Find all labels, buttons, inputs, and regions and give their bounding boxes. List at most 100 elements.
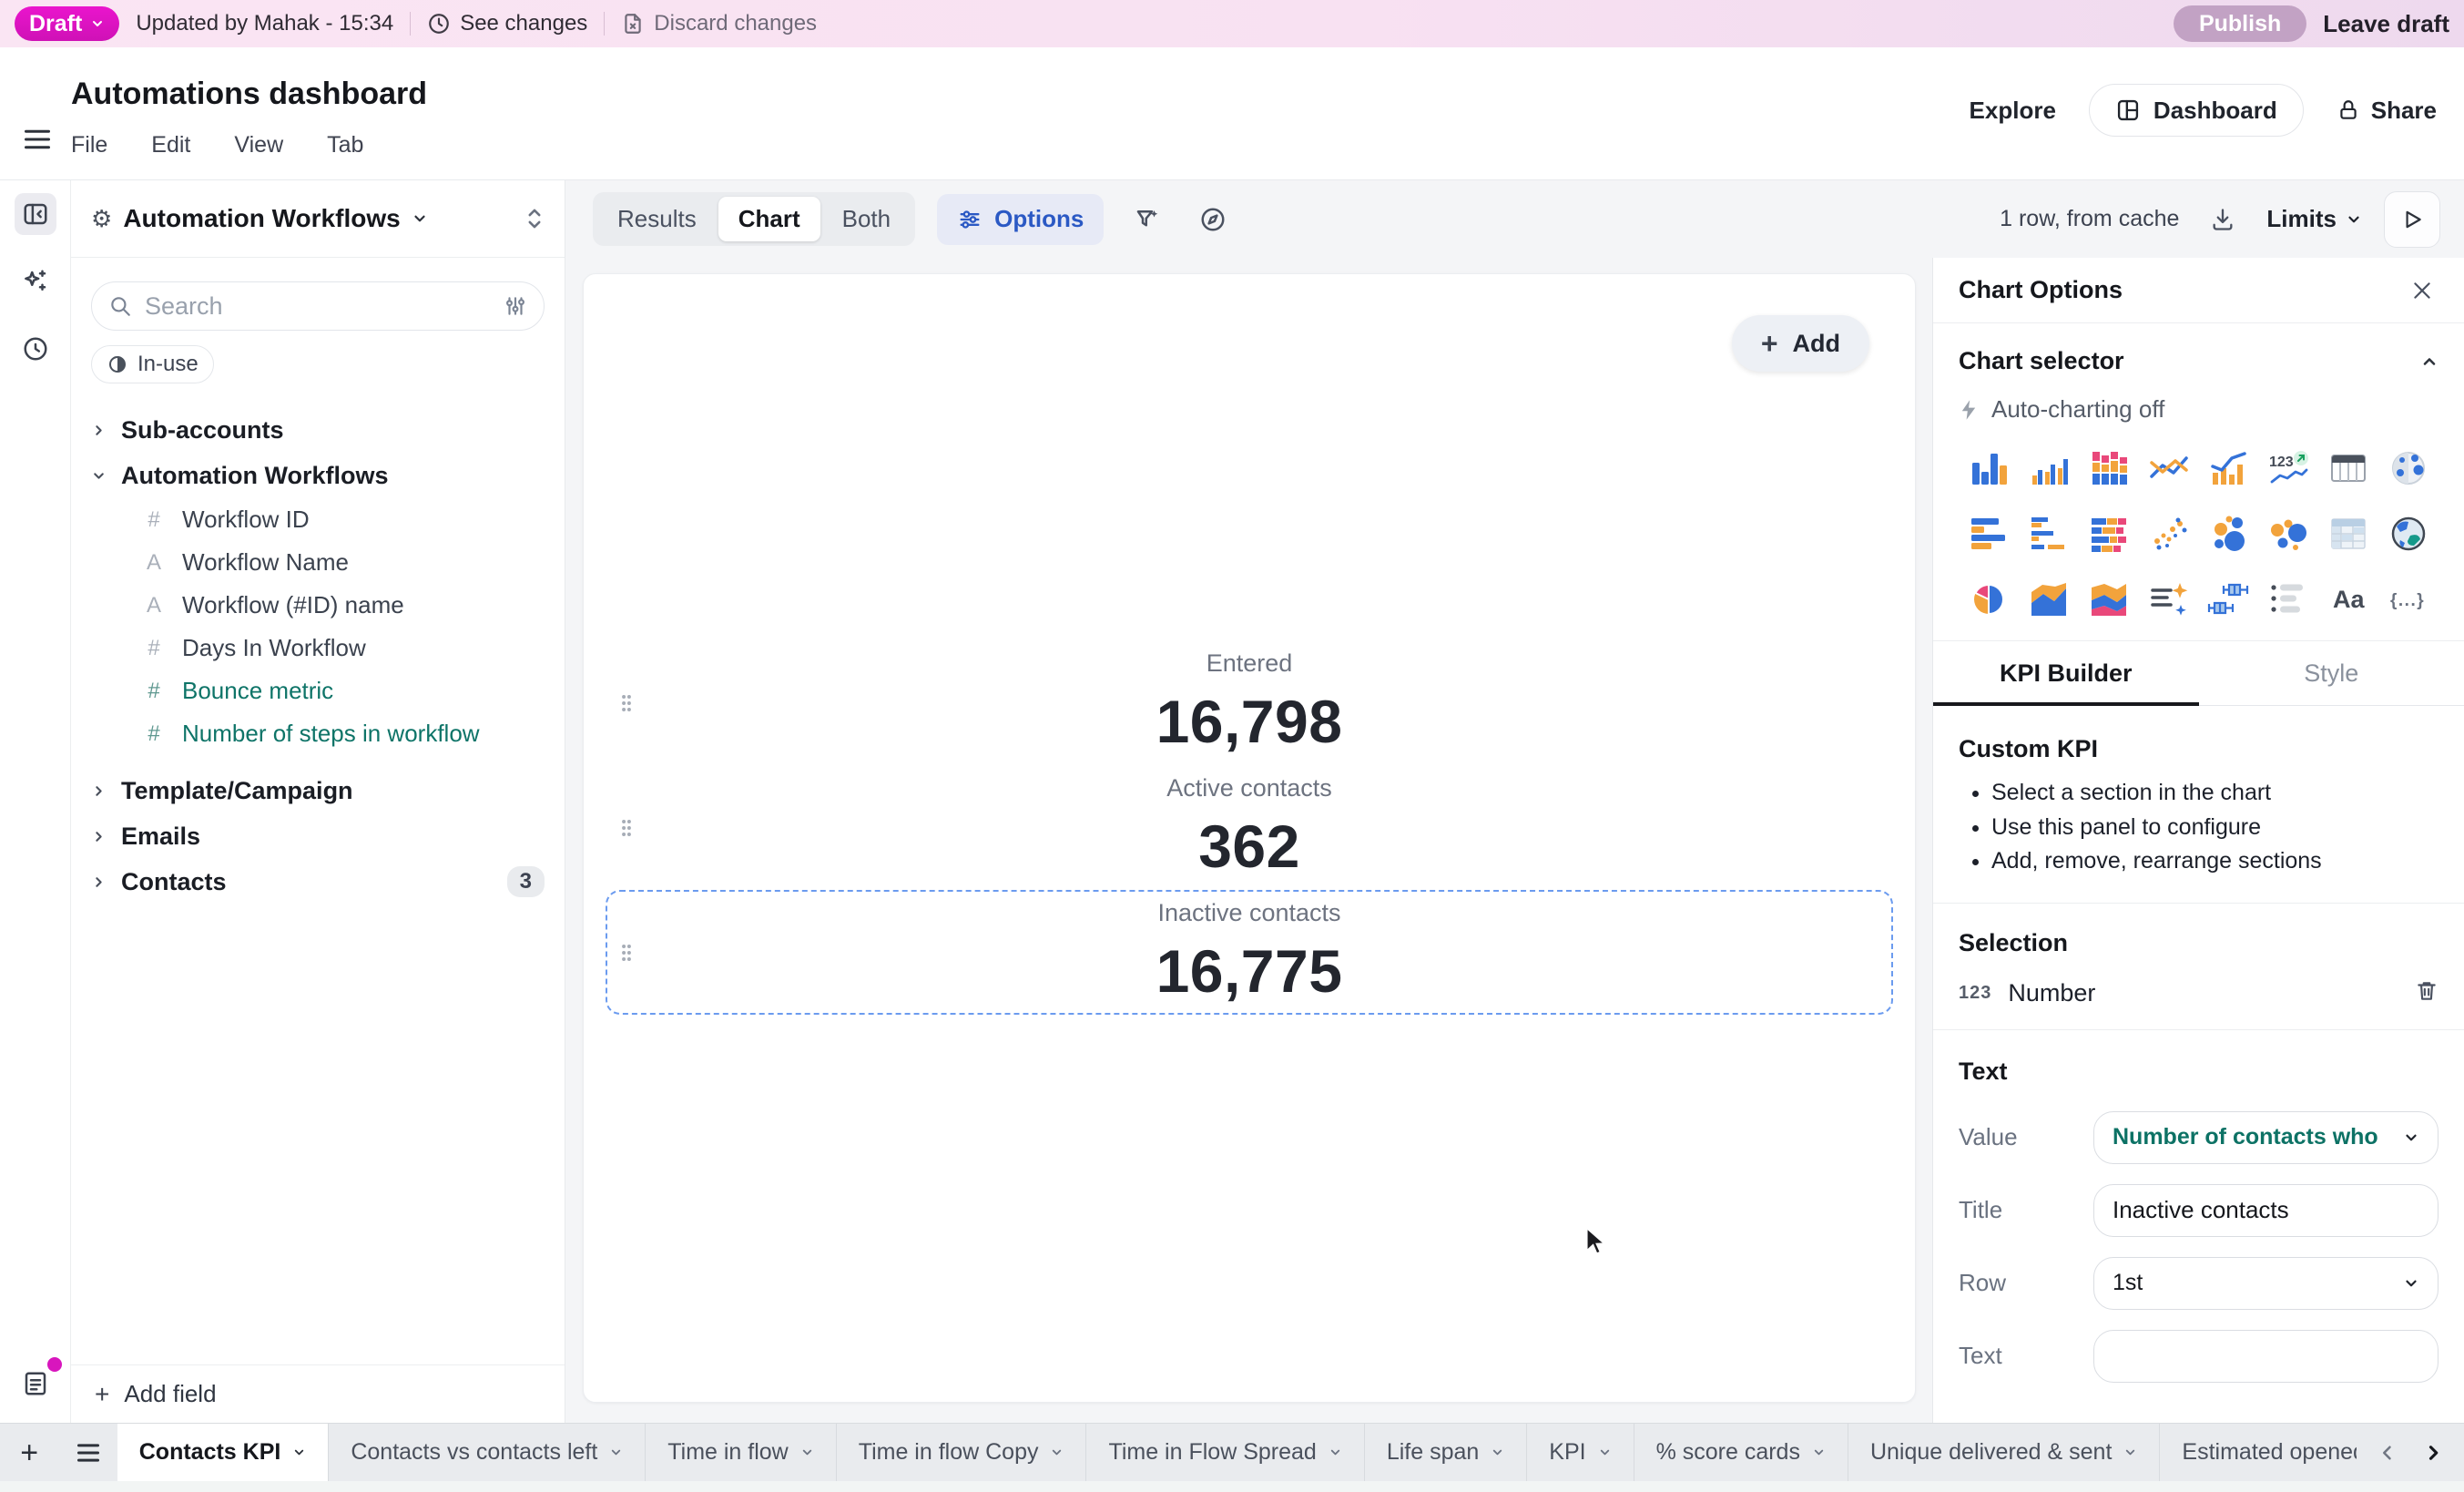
chart-type-bar-horizontal-icon[interactable] xyxy=(1968,513,2010,555)
field-number-of-steps[interactable]: # Number of steps in workflow xyxy=(91,712,545,755)
tree-group-automation-workflows[interactable]: Automation Workflows xyxy=(91,453,545,498)
text-input[interactable] xyxy=(2113,1342,2419,1370)
field-workflow-id-name[interactable]: A Workflow (#ID) name xyxy=(91,584,545,627)
tree-group-contacts[interactable]: Contacts 3 xyxy=(91,859,545,904)
menu-edit[interactable]: Edit xyxy=(151,132,191,158)
view-tab-chart[interactable]: Chart xyxy=(718,197,820,241)
add-section-button[interactable]: + Add xyxy=(1731,315,1869,372)
chart-type-scatter-icon[interactable] xyxy=(2148,513,2190,555)
tab-style[interactable]: Style xyxy=(2304,659,2359,687)
chart-type-stacked-bar-icon[interactable] xyxy=(2088,447,2130,489)
sheet-tab-estimated-opened[interactable]: Estimated opened xyxy=(2160,1424,2357,1481)
limits-dropdown[interactable]: Limits xyxy=(2266,205,2362,233)
value-dropdown[interactable]: Number of contacts who xyxy=(2093,1110,2439,1164)
search-input[interactable] xyxy=(145,291,491,321)
menu-view[interactable]: View xyxy=(234,132,284,158)
chart-type-table-icon[interactable] xyxy=(2327,447,2369,489)
filter-button[interactable] xyxy=(1125,198,1169,241)
field-workflow-name[interactable]: A Workflow Name xyxy=(91,541,545,584)
draft-status-button[interactable]: Draft xyxy=(15,6,120,41)
sheet-tab-kpi[interactable]: KPI xyxy=(1527,1424,1634,1481)
chart-type-kpi-number-icon[interactable]: 123 xyxy=(2267,447,2309,489)
ai-assistant-button[interactable] xyxy=(15,261,56,302)
sort-expand-icon[interactable] xyxy=(524,207,545,230)
chart-type-bar-icon[interactable] xyxy=(1968,447,2010,489)
options-button[interactable]: Options xyxy=(937,193,1105,245)
add-sheet-button[interactable]: + xyxy=(0,1424,58,1481)
tree-group-template-campaign[interactable]: Template/Campaign xyxy=(91,768,545,813)
drag-handle-icon[interactable] xyxy=(620,943,633,963)
custom-kpi-bullet: Use this panel to configure xyxy=(1991,811,2439,845)
add-field-button[interactable]: + Add field xyxy=(71,1364,565,1423)
tree-group-sub-accounts[interactable]: Sub-accounts xyxy=(91,407,545,453)
explore-compass-button[interactable] xyxy=(1191,198,1235,241)
publish-button[interactable]: Publish xyxy=(2173,5,2307,42)
menu-file[interactable]: File xyxy=(71,132,108,158)
explore-button[interactable]: Explore xyxy=(1969,96,2056,124)
chart-type-bubble-icon[interactable] xyxy=(2207,513,2249,555)
sheet-tab-time-in-flow-spread[interactable]: Time in Flow Spread xyxy=(1086,1424,1365,1481)
sheet-tab-score-cards[interactable]: % score cards xyxy=(1634,1424,1848,1481)
sheet-tab-time-in-flow[interactable]: Time in flow xyxy=(646,1424,837,1481)
download-button[interactable] xyxy=(2201,198,2245,241)
drag-handle-icon[interactable] xyxy=(620,693,633,713)
chart-type-stacked-bar-horizontal-icon[interactable] xyxy=(2088,513,2130,555)
sheet-tab-life-span[interactable]: Life span xyxy=(1365,1424,1528,1481)
chart-type-map-icon[interactable] xyxy=(2388,513,2429,555)
collapse-section-icon[interactable] xyxy=(2420,353,2439,371)
chart-type-json-icon[interactable]: {...} xyxy=(2388,578,2429,620)
chart-type-grouped-bar-horizontal-icon[interactable] xyxy=(2028,513,2070,555)
in-use-filter-chip[interactable]: In-use xyxy=(91,345,214,383)
history-button[interactable] xyxy=(15,328,56,370)
kpi-section-active-contacts[interactable]: Active contacts 362 xyxy=(606,765,1893,890)
chart-type-bubble-split-icon[interactable] xyxy=(2267,513,2309,555)
field-bounce-metric[interactable]: # Bounce metric xyxy=(91,669,545,712)
dashboard-button[interactable]: Dashboard xyxy=(2088,84,2304,137)
kpi-section-inactive-contacts[interactable]: Inactive contacts 16,775 xyxy=(606,890,1893,1015)
title-input[interactable] xyxy=(2113,1196,2419,1224)
collapse-sidebar-button[interactable] xyxy=(14,193,56,235)
auto-charting-toggle[interactable]: Auto-charting off xyxy=(1959,395,2439,424)
share-button[interactable]: Share xyxy=(2337,97,2437,125)
chart-type-text-icon[interactable]: Aa xyxy=(2327,578,2369,620)
chart-type-list-icon[interactable] xyxy=(2267,578,2309,620)
tree-group-emails[interactable]: Emails xyxy=(91,813,545,859)
row-dropdown[interactable]: 1st xyxy=(2093,1256,2439,1310)
close-panel-button[interactable] xyxy=(2406,274,2439,307)
view-tab-results[interactable]: Results xyxy=(617,205,697,232)
chart-type-grouped-bar-icon[interactable] xyxy=(2028,447,2070,489)
scroll-tabs-right-icon[interactable] xyxy=(2424,1444,2442,1462)
sheet-tab-time-in-flow-copy[interactable]: Time in flow Copy xyxy=(837,1424,1087,1481)
chart-type-area-icon[interactable] xyxy=(2028,578,2070,620)
run-query-button[interactable] xyxy=(2384,190,2440,248)
field-days-in-workflow[interactable]: # Days In Workflow xyxy=(91,627,545,669)
delete-selection-button[interactable] xyxy=(2415,979,2439,1007)
chart-type-combo-icon[interactable] xyxy=(2207,447,2249,489)
filter-sliders-icon[interactable] xyxy=(504,294,527,318)
discard-changes-button[interactable]: Discard changes xyxy=(621,11,817,36)
sheet-list-button[interactable] xyxy=(58,1424,117,1481)
chevron-down-icon[interactable] xyxy=(412,210,428,227)
view-tab-both[interactable]: Both xyxy=(841,205,891,232)
chart-type-globe-scatter-icon[interactable] xyxy=(2388,447,2429,489)
chart-type-ai-summary-icon[interactable] xyxy=(2148,578,2190,620)
see-changes-button[interactable]: See changes xyxy=(427,11,587,36)
field-workflow-id[interactable]: # Workflow ID xyxy=(91,498,545,541)
dataset-selector[interactable]: Automation Workflows xyxy=(123,204,401,232)
kpi-section-entered[interactable]: Entered 16,798 xyxy=(606,640,1893,765)
chart-type-boxplot-icon[interactable] xyxy=(2207,578,2249,620)
menu-tab[interactable]: Tab xyxy=(327,132,364,158)
hamburger-menu-icon[interactable] xyxy=(24,128,51,151)
tab-kpi-builder[interactable]: KPI Builder xyxy=(1933,641,2199,706)
sheet-tab-contacts-vs-contacts-left[interactable]: Contacts vs contacts left xyxy=(329,1424,647,1481)
sheet-tab-contacts-kpi[interactable]: Contacts KPI xyxy=(117,1424,330,1481)
drag-handle-icon[interactable] xyxy=(620,818,633,838)
notes-button[interactable] xyxy=(15,1357,62,1405)
scroll-tabs-left-icon[interactable] xyxy=(2378,1444,2397,1462)
chart-type-pie-icon[interactable] xyxy=(1968,578,2010,620)
chart-type-stacked-area-icon[interactable] xyxy=(2088,578,2130,620)
chart-type-pivot-table-icon[interactable] xyxy=(2327,513,2369,555)
chart-type-line-icon[interactable] xyxy=(2148,447,2190,489)
leave-draft-button[interactable]: Leave draft xyxy=(2323,9,2449,37)
sheet-tab-unique-delivered-sent[interactable]: Unique delivered & sent xyxy=(1848,1424,2161,1481)
